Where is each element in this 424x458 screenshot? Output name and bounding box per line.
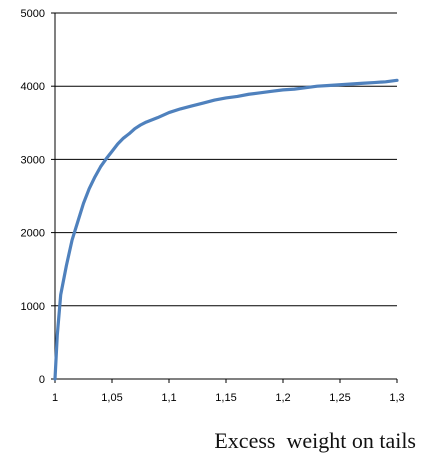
x-tick-label: 1,3 bbox=[389, 392, 404, 404]
y-tick-label: 1000 bbox=[21, 301, 45, 313]
series-line bbox=[53, 78, 399, 381]
y-tick-label: 5000 bbox=[21, 8, 45, 20]
x-axis-tick-labels: 1 1,05 1,1 1,15 1,2 1,25 1,3 bbox=[52, 392, 405, 404]
y-axis-ticks bbox=[51, 12, 55, 380]
x-axis-ticks bbox=[54, 379, 398, 383]
x-tick-label: 1,05 bbox=[101, 392, 122, 404]
y-tick-label: 2000 bbox=[21, 228, 45, 240]
y-tick-label: 0 bbox=[39, 374, 45, 386]
x-tick-label: 1,15 bbox=[215, 392, 236, 404]
x-tick-label: 1,1 bbox=[161, 392, 176, 404]
x-tick-label: 1 bbox=[52, 392, 58, 404]
y-tick-label: 3000 bbox=[21, 154, 45, 166]
x-tick-label: 1,25 bbox=[329, 392, 350, 404]
y-axis-tick-labels: 0 1000 2000 3000 4000 5000 bbox=[21, 8, 45, 386]
series-layer bbox=[53, 78, 399, 381]
x-tick-label: 1,2 bbox=[275, 392, 290, 404]
x-axis-title: Excess weight on tails bbox=[214, 428, 416, 453]
gridlines bbox=[55, 12, 397, 307]
y-tick-label: 4000 bbox=[21, 81, 45, 93]
